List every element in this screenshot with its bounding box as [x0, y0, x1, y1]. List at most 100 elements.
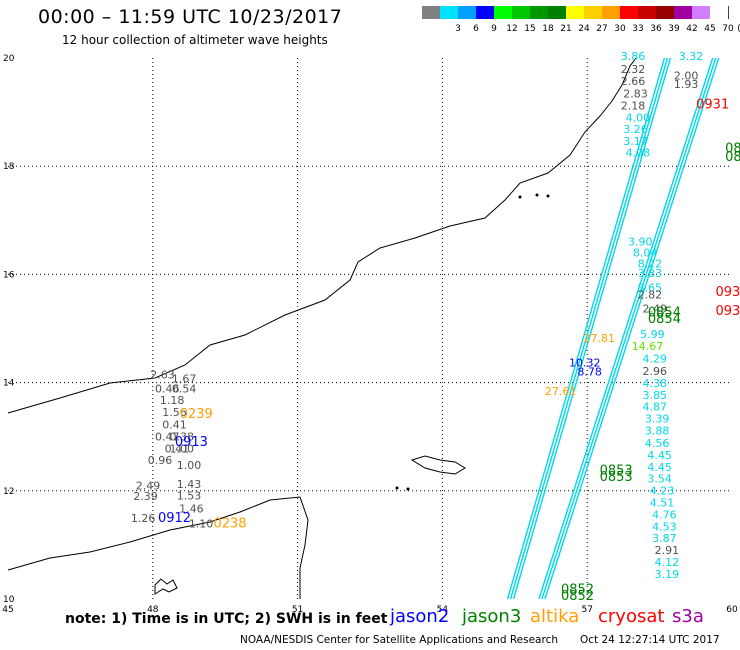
pass-time-label: 0913 — [175, 435, 208, 450]
wave-height-value: 3.85 — [643, 389, 668, 402]
wave-height-value: 0.41 — [162, 419, 187, 432]
legend-label: 6 — [473, 24, 479, 34]
legend-label: 12 — [506, 24, 518, 34]
y-tick-label: 20 — [3, 54, 15, 64]
pass-time-label: 0853 — [600, 464, 633, 479]
pass-time-label: 0931 — [696, 97, 729, 112]
satellite-track — [509, 57, 669, 600]
satellite-track — [538, 57, 714, 600]
page-subtitle: 12 hour collection of altimeter wave hei… — [62, 33, 328, 47]
wave-height-value: 3.65 — [638, 282, 663, 295]
credit-text: NOAA/NESDIS Center for Satellite Applica… — [240, 634, 558, 646]
satellite-name-altika: altika — [530, 606, 580, 627]
wave-height-value: 0.46 — [155, 382, 180, 395]
wave-height-value: 4.87 — [643, 401, 668, 414]
coastline — [7, 57, 637, 599]
legend-swatch — [710, 6, 729, 19]
pass-time-label: 0854 — [648, 312, 681, 327]
wave-height-value: 4.12 — [655, 556, 680, 569]
wave-height-value: 4.56 — [645, 437, 670, 450]
small-island — [518, 195, 522, 199]
x-tick-label: 54 — [437, 605, 449, 615]
wave-height-value: 4.08 — [626, 146, 651, 159]
wave-height-value: 1.56 — [162, 406, 187, 419]
wave-height-value: 0.41 — [165, 442, 190, 455]
coastal-feature — [154, 578, 178, 595]
legend-label: 27 — [596, 24, 608, 34]
socotra-island — [410, 455, 466, 475]
y-tick-label: 10 — [3, 595, 15, 605]
wave-height-value: 4.29 — [643, 353, 668, 366]
legend-label: 30 — [614, 24, 626, 34]
wave-height-value: 4.23 — [650, 485, 675, 498]
small-island — [535, 193, 539, 197]
wave-height-value: 2.49 — [136, 480, 161, 493]
x-tick-label: 45 — [2, 605, 13, 615]
small-island — [395, 486, 399, 490]
pass-time-label: 0854 — [648, 306, 681, 321]
wave-height-value: 2.63 — [150, 368, 175, 381]
wave-height-value: 2.32 — [621, 63, 646, 76]
legend-label: 9 — [491, 24, 497, 34]
wave-height-value: 4.38 — [643, 377, 668, 390]
wave-height-value: 4.00 — [626, 111, 651, 124]
pass-time-label: 0238 — [213, 517, 246, 532]
pass-time-label: 0852 — [561, 589, 594, 604]
wave-height-value: 2.00 — [674, 70, 699, 83]
legend-label: 24 — [578, 24, 590, 34]
wave-height-value: 1.00 — [177, 459, 202, 472]
somalia-coastline — [7, 496, 309, 599]
pass-time-label: 0912 — [158, 511, 191, 526]
legend-label: 42 — [686, 24, 698, 34]
wave-height-value: 8.78 — [577, 366, 602, 379]
wave-height-value: 1.26 — [131, 512, 156, 525]
wave-height-value: 10.32 — [569, 356, 601, 369]
wave-height-value: 1.18 — [160, 394, 185, 407]
wave-height-value: 4.76 — [652, 508, 677, 521]
wave-height-value: 1.67 — [172, 373, 197, 386]
wave-height-value: 2.49 — [643, 302, 668, 315]
wave-height-value: 2.96 — [643, 365, 668, 378]
wave-height-value: 4.53 — [652, 520, 677, 533]
satellite-name-cryosat: cryosat — [598, 606, 665, 627]
wave-height-labels: 3.862.322.662.832.184.003.263.174.08 3.32… — [131, 50, 740, 604]
page-title: 00:00 – 11:59 UTC 10/23/2017 — [38, 6, 343, 28]
legend-label: 39 — [668, 24, 680, 34]
small-island — [406, 487, 410, 491]
wave-height-value: 3.19 — [655, 568, 680, 581]
wave-height-value: 3.87 — [652, 532, 677, 545]
wave-height-value: 4.51 — [650, 496, 675, 509]
wave-height-value: 3.86 — [621, 50, 646, 63]
satellite-name-s3a: s3a — [672, 606, 704, 627]
pass-time-label: 0855 — [725, 142, 740, 157]
pass-time-label: 0852 — [561, 583, 594, 598]
pass-time-label: 0853 — [600, 470, 633, 485]
wave-height-value: 1.00 — [170, 442, 195, 455]
satellite-track — [541, 57, 717, 600]
satellite-name-jason3: jason3 — [462, 606, 522, 627]
satellite-track — [512, 57, 672, 600]
y-tick-label: 18 — [3, 162, 15, 172]
pass-time-label: 0239 — [180, 407, 213, 422]
wave-height-value: 5.99 — [640, 328, 665, 341]
wave-height-value: 2.66 — [621, 75, 646, 88]
y-tick-label: 14 — [3, 379, 15, 389]
legend-unit: (ft) — [732, 24, 740, 34]
wave-height-value: 0.38 — [170, 430, 195, 443]
satellite-tracks — [506, 57, 720, 600]
legend-label: 36 — [650, 24, 662, 34]
satellite-name-jason2: jason2 — [390, 606, 450, 627]
wave-height-value: 27.61 — [545, 385, 577, 398]
x-tick-label: 51 — [292, 605, 303, 615]
satellite-track — [506, 57, 666, 600]
wave-height-value: 2.18 — [621, 99, 646, 112]
wave-height-value: 0.47 — [155, 430, 180, 443]
wave-height-value: 4.45 — [647, 461, 672, 474]
satellite-track — [544, 57, 720, 600]
y-tick-label: 12 — [3, 487, 14, 497]
wave-height-value: 3.88 — [645, 425, 670, 438]
wave-height-value: 3.32 — [679, 50, 704, 63]
generated-timestamp: Oct 24 12:27:14 UTC 2017 — [580, 634, 720, 646]
